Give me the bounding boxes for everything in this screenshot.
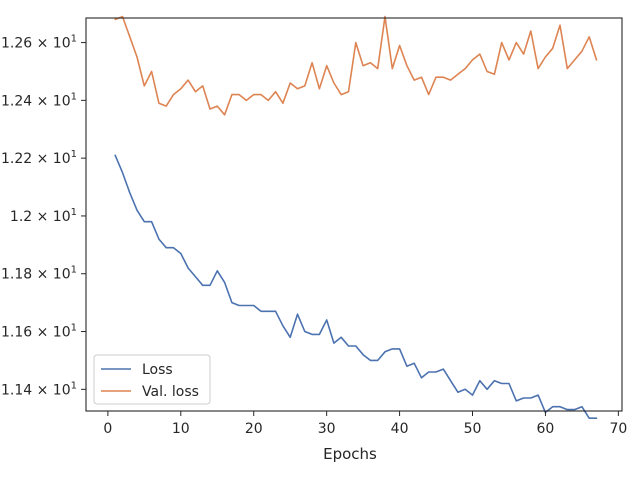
- y-tick-label: 1.24 × 101: [1, 91, 77, 109]
- y-tick-label: 1.18 × 101: [1, 265, 77, 283]
- y-tick-label: 1.22 × 101: [1, 149, 77, 167]
- legend: Loss Val. loss: [93, 354, 211, 405]
- x-axis-label: Epochs: [323, 445, 377, 463]
- x-tick-label: 30: [318, 421, 336, 437]
- legend-label-loss: Loss: [142, 362, 173, 378]
- x-tick-label: 0: [103, 421, 112, 437]
- plot-frame: [85, 17, 623, 412]
- y-axis-ticks: 1.14 × 101 1.16 × 101 1.18 × 101 1.2 × 101 1…: [1, 34, 86, 398]
- x-tick-label: 50: [464, 421, 482, 437]
- x-tick-label: 70: [609, 421, 627, 437]
- x-tick-label: 60: [537, 421, 555, 437]
- legend-label-val-loss: Val. loss: [142, 384, 199, 400]
- y-tick-label: 1.16 × 101: [1, 323, 77, 341]
- series-line-loss: [114, 154, 598, 420]
- series-line-val-loss: [114, 15, 598, 116]
- x-tick-label: 20: [245, 421, 263, 437]
- x-axis-ticks: 0 10 20 30 40 50 60 70: [103, 411, 627, 437]
- x-tick-label: 10: [172, 421, 190, 437]
- y-tick-label: 1.14 × 101: [1, 380, 77, 398]
- y-tick-label: 1.26 × 101: [1, 34, 77, 52]
- y-tick-label: 1.2 × 101: [10, 207, 77, 225]
- x-tick-label: 40: [391, 421, 409, 437]
- series-lines: [114, 15, 598, 420]
